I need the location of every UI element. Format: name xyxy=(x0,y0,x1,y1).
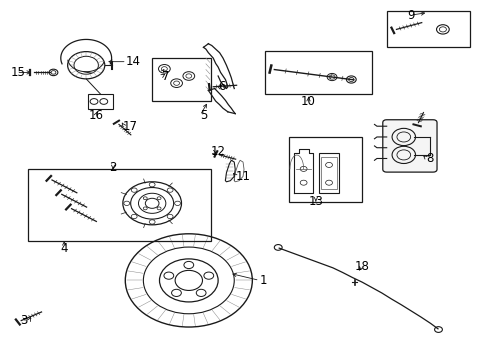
Bar xyxy=(289,137,362,202)
Bar xyxy=(88,94,113,109)
Text: 17: 17 xyxy=(123,120,138,133)
Text: 8: 8 xyxy=(426,152,433,165)
Text: 15: 15 xyxy=(10,66,25,79)
Text: 10: 10 xyxy=(301,95,316,108)
Bar xyxy=(387,12,470,47)
Text: 16: 16 xyxy=(89,109,103,122)
Bar xyxy=(152,58,211,101)
Text: 4: 4 xyxy=(60,242,68,255)
Text: 11: 11 xyxy=(235,170,250,183)
Text: 6: 6 xyxy=(218,80,225,93)
Text: 14: 14 xyxy=(125,55,140,68)
Text: 7: 7 xyxy=(162,69,170,82)
Bar xyxy=(265,51,372,94)
Text: 13: 13 xyxy=(308,195,323,208)
Text: 3: 3 xyxy=(20,314,27,327)
Bar xyxy=(321,157,337,189)
Text: 9: 9 xyxy=(407,9,415,22)
Bar xyxy=(27,169,211,241)
Bar xyxy=(319,153,339,193)
Text: 5: 5 xyxy=(200,109,207,122)
FancyBboxPatch shape xyxy=(383,120,437,172)
Text: 18: 18 xyxy=(355,260,369,273)
Text: 1: 1 xyxy=(260,274,267,287)
Text: 2: 2 xyxy=(109,161,117,174)
Text: 12: 12 xyxy=(211,145,226,158)
